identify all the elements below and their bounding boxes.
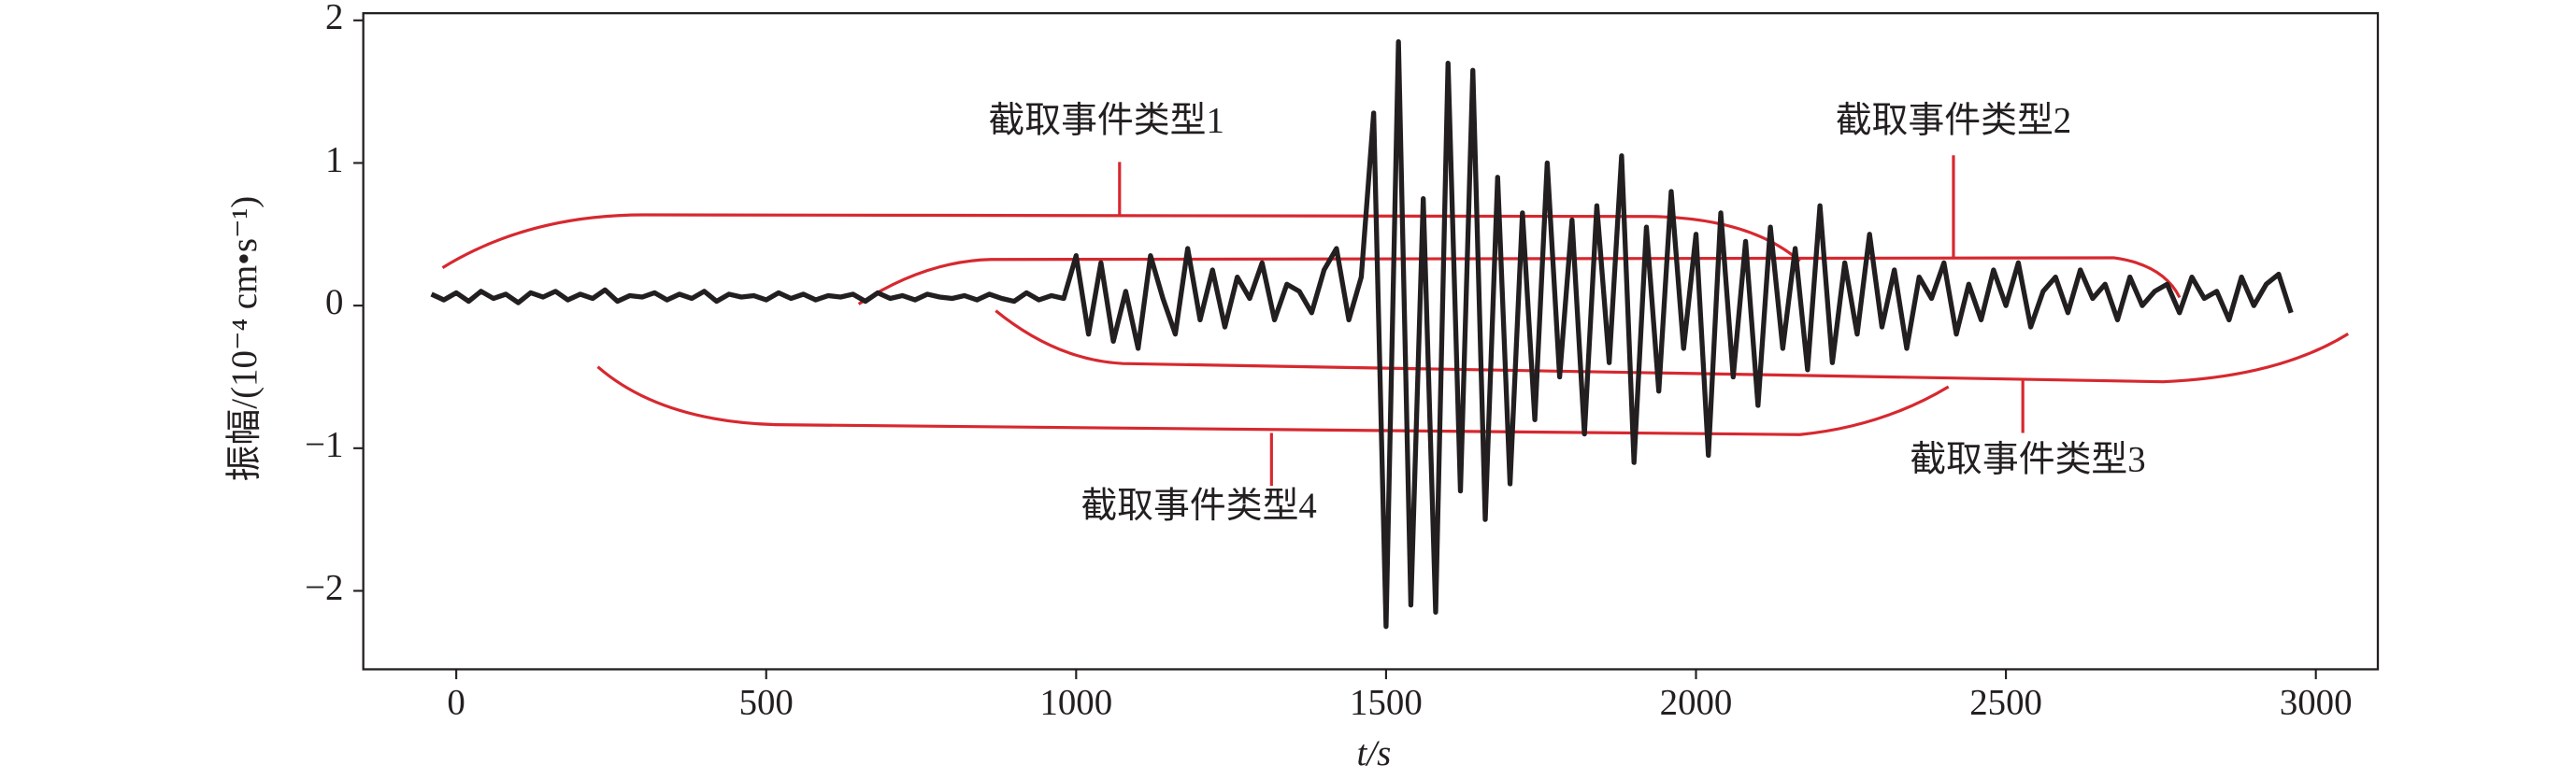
x-tick-label: 2000 (1660, 682, 1733, 722)
bracket-1 (441, 162, 1801, 269)
y-axis-label: 振幅/(10⁻⁴ cm•s⁻¹) (224, 196, 265, 482)
y-tick-label: −1 (305, 425, 343, 465)
x-tick-label: 1000 (1039, 682, 1112, 722)
y-tick-label: 0 (325, 282, 343, 322)
x-axis-label: t/s (1357, 733, 1392, 773)
waveform (430, 39, 2294, 630)
bracket-4 (596, 365, 1950, 487)
x-tick-label: 1500 (1350, 682, 1423, 722)
annotation: 截取事件类型3 (1910, 439, 2146, 479)
y-tick-label: −2 (305, 567, 343, 607)
y-tick-label: 2 (325, 0, 343, 37)
annotation: 截取事件类型1 (988, 101, 1224, 141)
x-tick-label: 500 (739, 682, 794, 722)
x-tick-label: 2500 (1969, 682, 2042, 722)
bracket-2 (857, 155, 2182, 305)
y-tick-label: 1 (325, 139, 343, 179)
x-tick-label: 3000 (2280, 682, 2353, 722)
brackets (441, 155, 2350, 487)
plot-frame (362, 12, 2380, 671)
annotation: 截取事件类型2 (1836, 101, 2072, 141)
annotation: 截取事件类型4 (1080, 486, 1317, 526)
bracket-3 (995, 309, 2350, 433)
x-tick-label: 0 (447, 682, 465, 722)
